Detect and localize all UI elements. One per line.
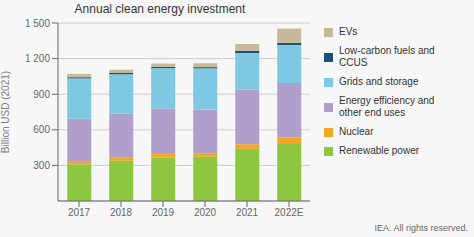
html-text:Energy efficiency and other en: Energy efficiency and other end uses: [339, 95, 435, 118]
svg-text:2019: 2019: [152, 207, 175, 218]
svg-text:2018: 2018: [110, 207, 133, 218]
html-text:EVs: EVs: [339, 26, 358, 37]
svg-text:2017: 2017: [68, 207, 91, 218]
html-text:Annual clean energy investment: Annual clean energy investment: [74, 2, 246, 16]
svg-text:Billion USD (2021): Billion USD (2021): [0, 71, 11, 153]
svg-text:900: 900: [33, 89, 50, 100]
html-text:Grids and storage: Grids and storage: [339, 76, 419, 87]
svg-text:300: 300: [33, 160, 50, 171]
html-text:IEA. All rights reserved.: IEA. All rights reserved.: [374, 223, 468, 233]
svg-text:2020: 2020: [194, 207, 217, 218]
svg-text:1 200: 1 200: [25, 53, 50, 64]
html-text:Nuclear: Nuclear: [339, 126, 374, 137]
svg-text:2021: 2021: [236, 207, 259, 218]
html-text:Low-carbon fuels and CCUS: Low-carbon fuels and CCUS: [339, 45, 435, 68]
svg-text:2022E: 2022E: [275, 207, 304, 218]
svg-text:1 500: 1 500: [25, 18, 50, 29]
svg-text:600: 600: [33, 124, 50, 135]
html-text:Renewable power: Renewable power: [339, 145, 420, 156]
